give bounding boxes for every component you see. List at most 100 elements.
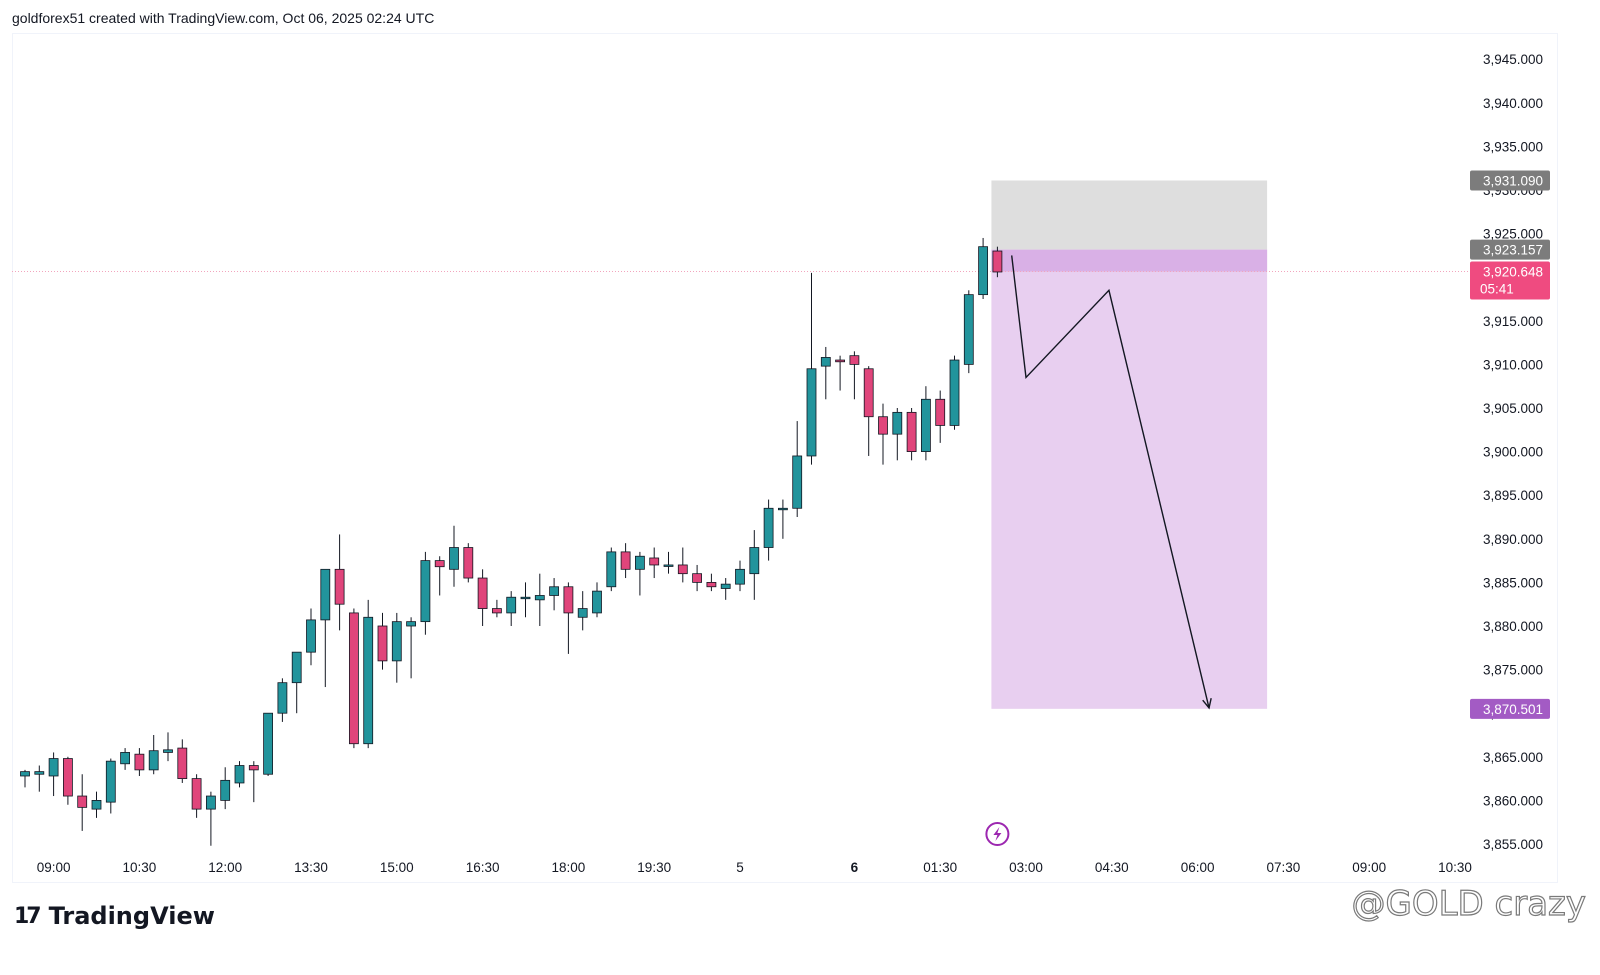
current-price-tag: 3,920.648 05:41 <box>1470 261 1550 300</box>
candle <box>549 578 559 611</box>
candle-body-up <box>520 596 531 600</box>
candle-body-down <box>377 625 388 662</box>
current-price-tag-countdown: 05:41 <box>1480 282 1514 297</box>
candle <box>34 765 45 792</box>
x-tick-label: 09:00 <box>37 860 71 875</box>
tradingview-logo[interactable]: 17 TradingView <box>14 902 215 930</box>
candle <box>849 351 860 400</box>
y-tick-label: 3,940.000 <box>1483 96 1543 111</box>
candle-body-down <box>434 560 445 568</box>
flash-icon <box>985 822 1010 846</box>
candle-body-up <box>420 560 431 623</box>
candle <box>706 573 717 592</box>
candle <box>763 499 774 561</box>
projection-path <box>1011 255 1210 709</box>
x-tick-label: 13:30 <box>294 860 328 875</box>
candle-body-up <box>778 507 788 511</box>
candle <box>163 732 173 762</box>
candle <box>906 408 917 461</box>
candle-body-up <box>205 795 216 810</box>
candle-body-up <box>320 568 331 621</box>
candle <box>306 608 316 666</box>
candle-body-down <box>906 411 917 452</box>
take-profit-zone <box>991 249 1268 709</box>
y-tick-label: 3,945.000 <box>1483 52 1543 67</box>
candle <box>248 761 259 803</box>
candle <box>563 582 574 654</box>
candle <box>735 560 745 592</box>
candle-body-up <box>20 771 30 777</box>
candle-body-up <box>391 621 402 662</box>
candle <box>148 735 159 775</box>
candle-body-up <box>763 507 774 548</box>
candle-body-up <box>105 760 116 803</box>
candle <box>863 366 874 456</box>
candle-body-down <box>191 778 202 810</box>
chart-frame <box>12 33 1558 883</box>
y-tick-label: 3,875.000 <box>1483 663 1543 678</box>
candle-body-down <box>935 398 946 426</box>
candle-body-down <box>491 608 502 614</box>
candle-body-up <box>120 752 130 765</box>
candle-body-up <box>91 800 102 810</box>
candle-body-down <box>177 747 188 780</box>
candle-body-up <box>163 749 173 753</box>
watermark: @GOLD crazy <box>1351 883 1587 924</box>
candle <box>191 774 202 818</box>
candle <box>592 582 602 618</box>
candle <box>291 651 302 714</box>
current-price-tag-bg <box>1470 261 1550 300</box>
candle-body-up <box>978 246 988 296</box>
candle <box>263 712 274 776</box>
candle-body-down <box>63 758 73 797</box>
candle <box>978 237 988 299</box>
candle <box>692 564 702 592</box>
candle-body-down <box>334 568 345 605</box>
candle <box>134 748 145 776</box>
candle <box>91 791 102 818</box>
candle <box>377 612 388 670</box>
y-tick-label: 3,885.000 <box>1483 575 1543 590</box>
entry-price-tag: 3,923.157 <box>1470 239 1550 260</box>
candle <box>334 534 345 631</box>
candle-body-up <box>663 564 674 567</box>
target-price-tag-bg <box>1470 698 1550 719</box>
x-tick-label: 06:00 <box>1181 860 1215 875</box>
candle-body-up <box>949 359 960 426</box>
time-axis: 09:00 10:30 12:00 13:30 15:00 16:30 18:00 19:30… <box>37 860 1472 875</box>
x-tick-label: 04:30 <box>1095 860 1129 875</box>
candle-body-up <box>963 294 974 365</box>
price-tags: 3,931.090 3,923.157 3,920.648 05:41 3,870.50… <box>1470 170 1550 719</box>
x-tick-label: 6 <box>851 860 859 875</box>
y-tick-label: 3,865.000 <box>1483 750 1543 765</box>
candle <box>77 774 88 831</box>
candle <box>677 547 688 583</box>
candle-body-up <box>577 608 588 618</box>
x-tick-label: 5 <box>736 860 744 875</box>
candle <box>892 408 903 461</box>
candle <box>463 543 474 583</box>
candle-body-up <box>34 771 45 775</box>
projection-layer <box>985 255 1212 846</box>
candle <box>949 355 960 430</box>
candle-body-up <box>363 616 374 745</box>
candle <box>105 758 116 814</box>
candle-body-up <box>306 619 316 653</box>
x-tick-label: 12:00 <box>208 860 242 875</box>
candle <box>477 569 488 626</box>
candle <box>434 556 445 596</box>
x-tick-label: 18:00 <box>552 860 586 875</box>
candle <box>391 612 402 683</box>
candle-body-up <box>549 586 559 596</box>
y-tick-label: 3,905.000 <box>1483 401 1543 416</box>
candle-body-up <box>48 758 59 777</box>
candle <box>820 346 831 400</box>
target-price-tag-label: 3,870.501 <box>1483 702 1543 717</box>
candle-body-up <box>892 411 903 435</box>
x-tick-label: 10:30 <box>123 860 157 875</box>
entry-price-tag-label: 3,923.157 <box>1483 243 1543 258</box>
candle <box>749 530 760 600</box>
candle-body-up <box>263 712 274 775</box>
candle <box>720 578 731 600</box>
